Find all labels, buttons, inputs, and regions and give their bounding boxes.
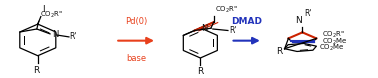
Text: R: R: [33, 66, 39, 74]
Text: CO$_2$R": CO$_2$R": [322, 30, 345, 40]
Text: N: N: [52, 30, 58, 39]
Text: base: base: [126, 54, 146, 63]
Text: CO$_2$R": CO$_2$R": [215, 4, 239, 15]
Text: Pd(0): Pd(0): [125, 17, 147, 26]
Text: R': R': [229, 26, 237, 35]
Text: R': R': [304, 9, 312, 18]
Text: R: R: [277, 47, 283, 56]
Text: N: N: [201, 24, 208, 33]
Text: DMAD: DMAD: [231, 17, 262, 26]
Text: R: R: [197, 67, 203, 76]
Text: R': R': [70, 32, 77, 41]
Text: CO$_2$Me: CO$_2$Me: [319, 42, 345, 53]
Text: CO$_2$R": CO$_2$R": [40, 10, 63, 20]
Text: N: N: [295, 16, 302, 25]
Text: CO$_2$Me: CO$_2$Me: [322, 36, 348, 46]
Text: I: I: [42, 5, 45, 14]
